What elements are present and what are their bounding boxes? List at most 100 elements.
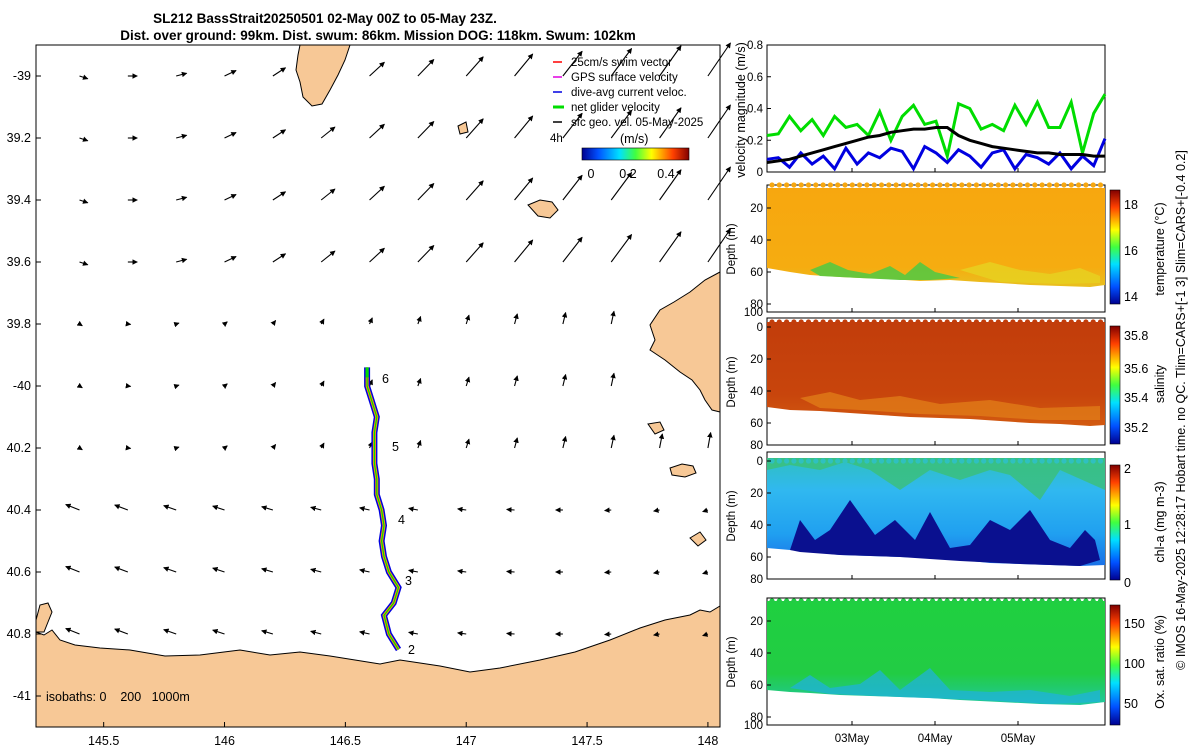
geo-velocity-arrow: [65, 503, 80, 511]
geo-velocity-arrow: [319, 442, 325, 449]
surface-dot: [1097, 319, 1104, 325]
land-island-5: [689, 531, 707, 547]
geo-velocity-arrow: [173, 321, 180, 328]
surface-dot: [1032, 319, 1038, 325]
surface-dot: [849, 598, 855, 604]
geo-velocity-arrow: [65, 565, 80, 573]
surface-dot: [1083, 319, 1089, 325]
velocity-ticklabel: 0.8: [747, 40, 763, 52]
surface-dot: [864, 319, 870, 325]
geo-velocity-arrow: [465, 180, 484, 201]
surface-dot: [805, 598, 812, 604]
geo-velocity-arrow: [310, 629, 322, 636]
legend-item-gps-velocity: GPS surface velocity: [553, 72, 678, 84]
velocity-yticks: 0 0.2 0.4 0.6 0.8: [747, 40, 771, 179]
surface-dots: [769, 182, 1104, 604]
imos-side-note: © IMOS 16-May-2025 12:28:17 Hobart time.…: [1174, 150, 1188, 670]
surface-dot: [1032, 458, 1038, 464]
surface-dot: [966, 458, 972, 464]
depth-ylabel-temperature: Depth (m): [726, 223, 738, 274]
depth-ticklabel: 0: [757, 456, 763, 468]
figure-title-line1: SL212 BassStrait20250501 02-May 00Z to 0…: [153, 11, 497, 26]
legend-item-swim-vector: 25cm/s swim vector: [553, 57, 672, 69]
surface-dot: [1024, 319, 1031, 325]
geo-velocity-arrow: [506, 507, 515, 513]
depth-ticklabel: 40: [750, 235, 763, 247]
geo-velocity-arrow: [212, 505, 225, 511]
surface-dot: [922, 598, 928, 604]
geo-velocity-arrow: [604, 569, 612, 575]
geo-velocity-arrow: [513, 313, 519, 325]
geo-velocity-arrow: [261, 629, 274, 635]
geo-velocity-arrow: [369, 247, 385, 263]
map-lat-ticklabel: 40.4: [7, 503, 31, 517]
surface-dot: [973, 319, 980, 325]
time-ticklabel: 04May: [918, 733, 953, 745]
track-net-velocity: [366, 367, 400, 650]
surface-dot: [1017, 598, 1023, 604]
surface-dot: [981, 598, 987, 604]
oxygen-colorbar: [1109, 604, 1121, 726]
surface-dot: [1010, 458, 1016, 464]
depth-ticklabel: 100: [744, 720, 763, 732]
surface-dot: [1017, 458, 1023, 464]
surface-dot: [915, 598, 921, 604]
geo-velocity-arrow: [417, 245, 435, 263]
surface-dot: [1097, 458, 1104, 464]
geo-velocity-arrow: [513, 437, 519, 449]
geo-velocity-arrow: [610, 372, 616, 387]
surface-dot: [981, 319, 987, 325]
depth-ticklabel: 20: [750, 354, 763, 366]
surface-dot: [864, 598, 870, 604]
surface-dot: [908, 598, 914, 604]
surface-dot: [820, 458, 826, 464]
geo-velocity-arrow: [514, 53, 534, 77]
chlorophyll-deep-low: [790, 500, 1100, 566]
temperature-bottom-patch: [810, 262, 960, 280]
map-lat-ticklabel: 39.8: [7, 317, 31, 331]
geo-velocity-arrow: [610, 109, 633, 139]
surface-dot: [1032, 598, 1038, 604]
surface-dot: [1039, 319, 1045, 325]
surface-dot: [864, 182, 870, 188]
depth-ticklabel: 20: [750, 616, 763, 628]
surface-dot: [944, 182, 950, 188]
surface-dot: [1003, 458, 1009, 464]
geo-velocity-arrow: [562, 112, 583, 139]
map-lat-ticklabel: -41: [13, 689, 31, 703]
geo-velocity-arrow: [561, 373, 568, 387]
time-ticklabel: 03May: [835, 733, 870, 745]
figure-title-line2: Dist. over ground: 99km. Dist. swum: 86k…: [120, 28, 635, 43]
depth-yticks: 2040608010018161402040608035.835.635.435…: [744, 198, 1149, 732]
surface-dot: [805, 458, 812, 464]
legend-item-sfc-geo-vel: sfc geo. vel. 05-May-2025: [553, 117, 703, 129]
surface-dot: [769, 598, 775, 604]
surface-dot: [835, 319, 841, 325]
map-panel: 145.5 146 146.5 147 147.5 148 -39 39.2 39.4 39.6…: [7, 42, 731, 748]
land-island-1: [527, 199, 559, 219]
geo-velocity-arrow: [76, 444, 83, 451]
surface-dot: [908, 182, 914, 188]
map-legend: 25cm/s swim vector GPS surface velocity …: [550, 57, 703, 181]
surface-dot: [769, 319, 775, 325]
surface-dot: [1017, 319, 1023, 325]
geo-velocity-arrow: [416, 315, 422, 325]
velocity-panel: 0 0.2 0.4 0.6 0.8 velocity magnitude (m/s): [734, 40, 1107, 179]
geo-velocity-arrow: [408, 568, 418, 574]
surface-dot: [951, 598, 958, 604]
colorbar-ticklabel: 1: [1124, 518, 1131, 532]
surface-dot: [813, 598, 819, 604]
surface-dot: [959, 458, 965, 464]
surface-dot: [966, 598, 972, 604]
geo-velocity-arrow: [465, 56, 484, 77]
geo-velocity-arrow: [261, 567, 274, 573]
map-lat-ticklabel: 39.6: [7, 255, 31, 269]
surface-dot: [878, 319, 885, 325]
surface-dot: [995, 598, 1001, 604]
surface-dot: [1068, 319, 1074, 325]
surface-dot: [820, 319, 826, 325]
surface-dot: [981, 182, 987, 188]
land-tasmania: [35, 605, 721, 728]
surface-dot: [784, 458, 790, 464]
surface-dot: [959, 182, 965, 188]
